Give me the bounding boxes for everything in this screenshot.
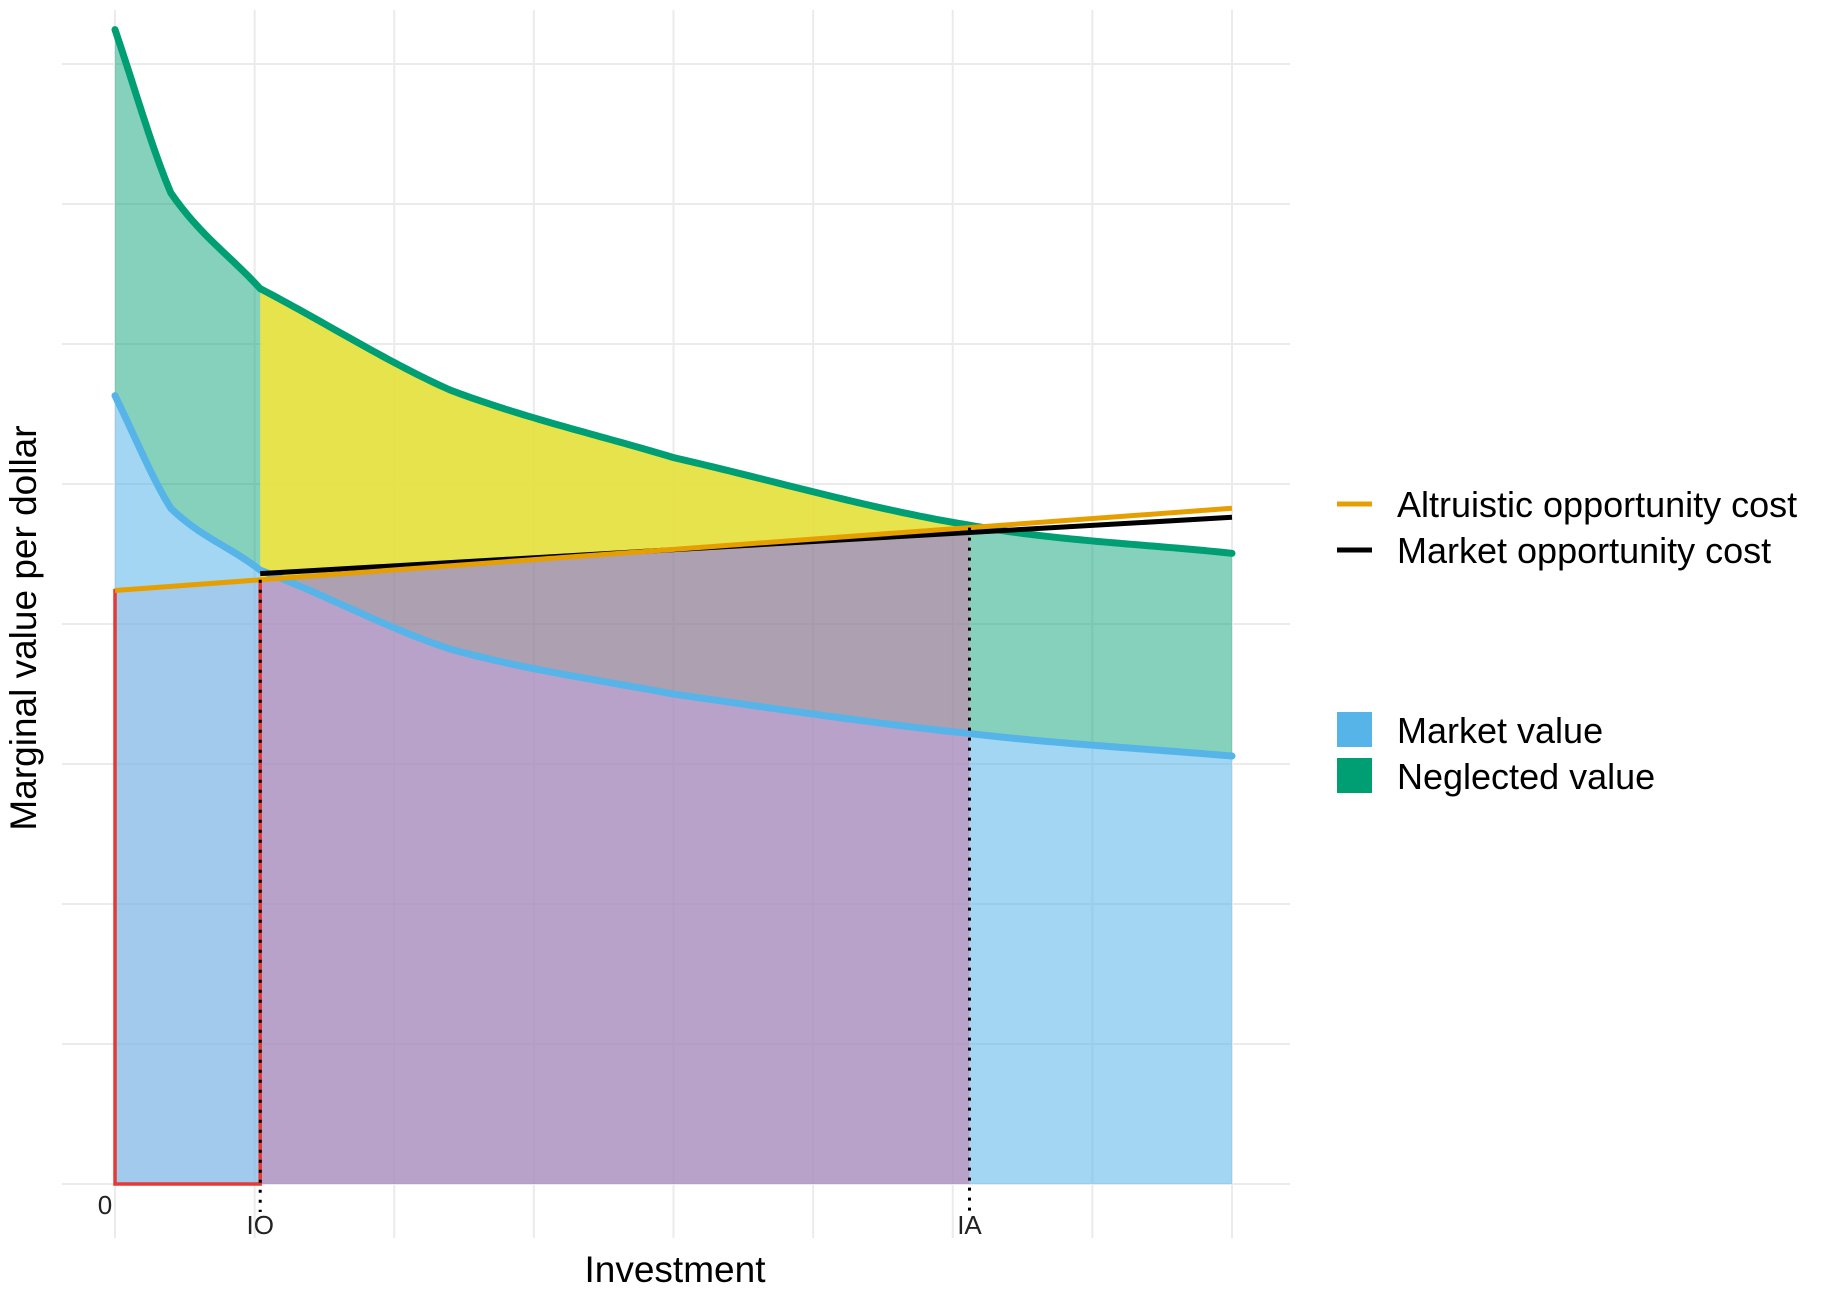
cost-region: [260, 527, 970, 1184]
chart-areas: [113, 29, 1232, 1186]
market-value-line: [111, 392, 1236, 760]
surplus-region: [260, 288, 970, 580]
y-axis-title: Marginal value per dollar: [3, 425, 44, 830]
legend-fill-key: [1337, 758, 1372, 793]
legend-label: Altruistic opportunity cost: [1397, 484, 1797, 525]
legend-label: Market opportunity cost: [1397, 530, 1771, 571]
altruistic-opportunity-cost-line: [114, 505, 1233, 593]
reference-marks: [258, 527, 972, 1212]
legend-label: Neglected value: [1397, 756, 1655, 797]
x-tick-label: 0: [98, 1190, 112, 1220]
neglected-value-line: [111, 26, 1236, 557]
x-axis-title: Investment: [585, 1249, 767, 1290]
x-tick-labels: 0 IO IA: [98, 1190, 983, 1240]
legend: Altruistic opportunity cost Market opport…: [1337, 484, 1797, 797]
x-tick-label: IA: [957, 1210, 982, 1240]
outlined-region: [113, 577, 262, 1186]
x-tick-label: IO: [246, 1210, 273, 1240]
chart-lines: [111, 26, 1236, 760]
legend-label: Market value: [1397, 710, 1603, 751]
legend-fill-key: [1337, 712, 1372, 747]
